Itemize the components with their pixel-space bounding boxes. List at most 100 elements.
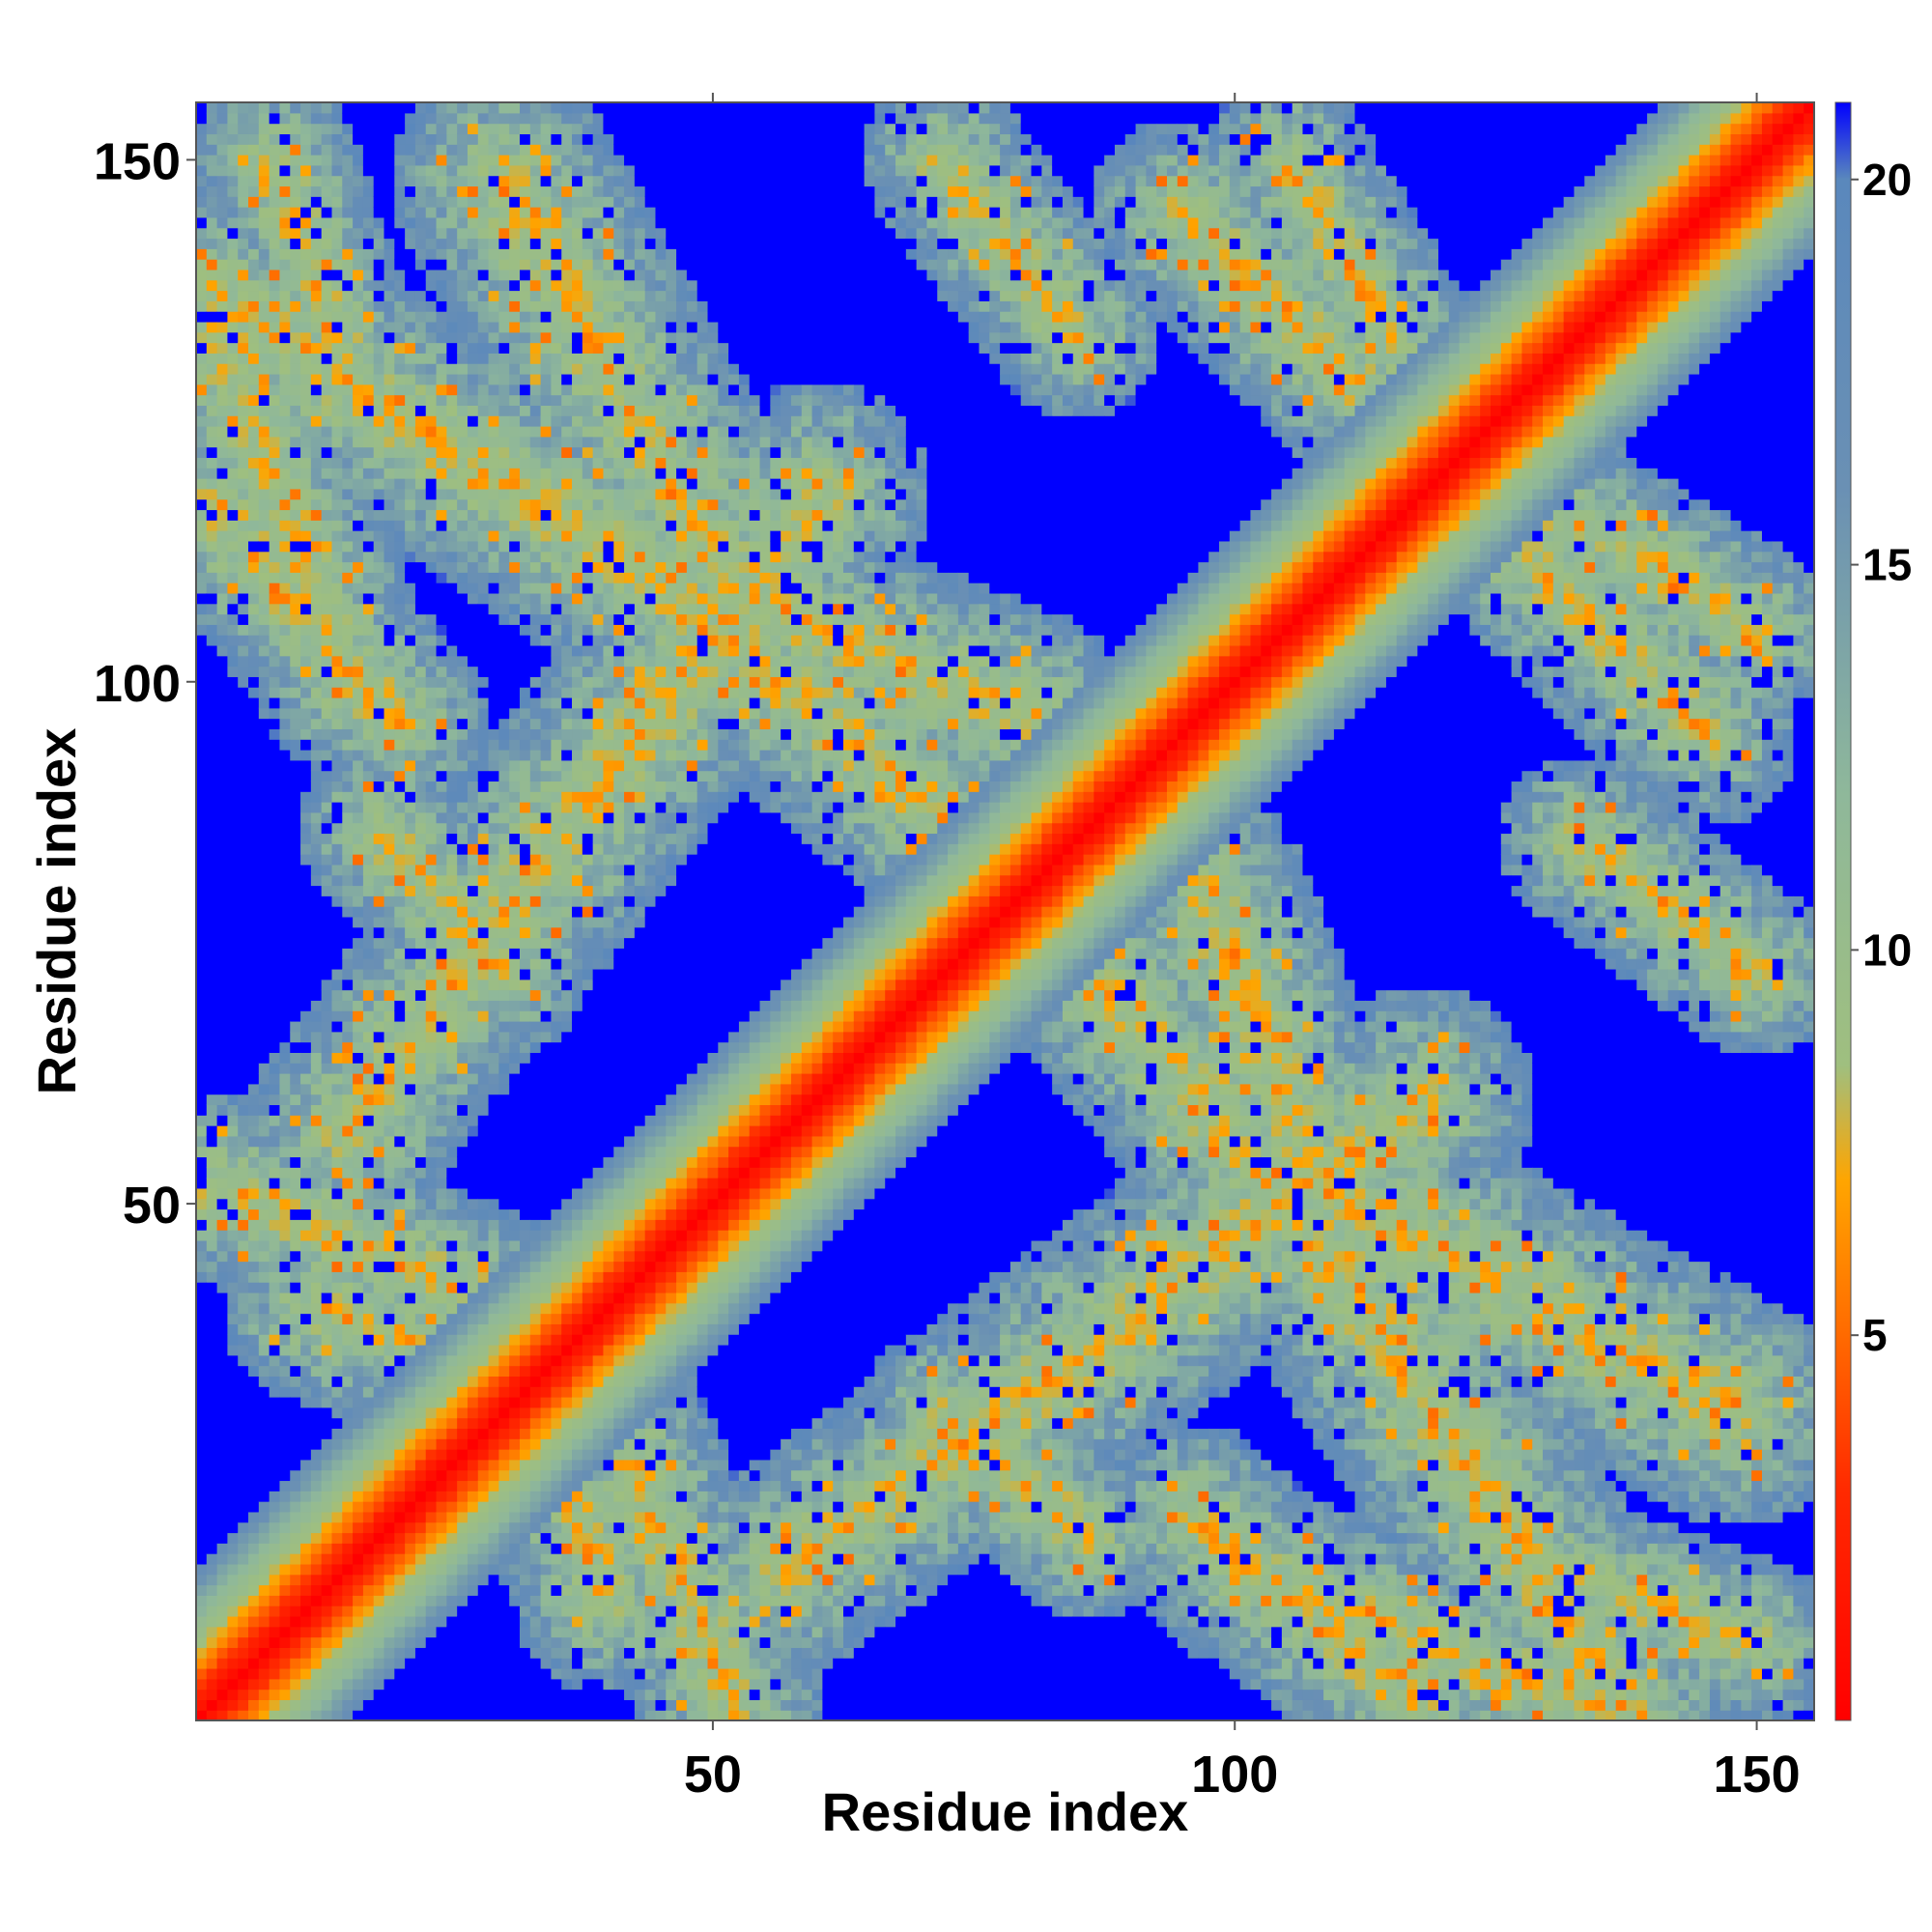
heatmap-cell	[238, 1178, 249, 1189]
heatmap-cell	[248, 311, 260, 323]
heatmap-cell	[477, 1574, 490, 1586]
heatmap-cell	[258, 1020, 270, 1033]
heatmap-cell	[227, 155, 239, 166]
heatmap-cell	[373, 342, 385, 354]
heatmap-cell	[498, 1615, 510, 1628]
heatmap-cell	[457, 592, 469, 605]
heatmap-cell	[290, 1532, 301, 1544]
heatmap-cell	[300, 885, 312, 896]
heatmap-cell	[342, 300, 354, 312]
heatmap-cell	[520, 759, 531, 772]
heatmap-cell	[342, 436, 354, 448]
heatmap-cell	[331, 1553, 343, 1565]
heatmap-cell	[216, 676, 229, 688]
heatmap-cell	[467, 1261, 479, 1272]
heatmap-cell	[269, 592, 281, 605]
heatmap-cell	[446, 728, 458, 740]
heatmap-cell	[414, 750, 427, 761]
heatmap-cell	[394, 1406, 406, 1419]
heatmap-cell	[498, 279, 510, 292]
heatmap-cell	[258, 885, 270, 896]
heatmap-cell	[321, 718, 333, 729]
heatmap-cell	[436, 561, 447, 573]
heatmap-cell	[520, 1397, 531, 1408]
heatmap-cell	[394, 353, 406, 364]
heatmap-cell	[258, 300, 270, 312]
heatmap-cell	[405, 520, 416, 531]
heatmap-cell	[342, 1365, 354, 1377]
heatmap-cell	[227, 478, 239, 490]
heatmap-cell	[300, 1647, 312, 1659]
heatmap-cell	[529, 1501, 542, 1513]
heatmap-cell	[353, 207, 364, 218]
heatmap-cell	[216, 540, 229, 553]
heatmap-cell	[279, 968, 291, 980]
heatmap-cell	[248, 906, 260, 918]
heatmap-cell	[227, 207, 239, 218]
heatmap-cell	[446, 1146, 458, 1158]
heatmap-cell	[457, 1354, 469, 1367]
heatmap-cell	[290, 979, 301, 991]
heatmap-cell	[373, 279, 385, 292]
heatmap-cell	[362, 1094, 375, 1106]
heatmap-cell	[300, 1063, 312, 1074]
heatmap-cell	[436, 457, 447, 469]
heatmap-cell	[488, 207, 499, 218]
heatmap-cell	[216, 353, 229, 364]
heatmap-cell	[227, 321, 239, 333]
heatmap-cell	[498, 123, 510, 135]
heatmap-cell	[373, 739, 385, 751]
heatmap-cell	[258, 1334, 270, 1346]
heatmap-cell	[384, 1178, 395, 1189]
heatmap-cell	[362, 1543, 375, 1554]
heatmap-cell	[362, 123, 375, 135]
heatmap-cell	[310, 833, 323, 844]
heatmap-cell	[279, 373, 291, 385]
heatmap-cell	[457, 551, 469, 563]
heatmap-cell	[196, 1595, 208, 1606]
heatmap-cell	[488, 1491, 499, 1502]
heatmap-cell	[227, 676, 239, 688]
heatmap-cell	[206, 1178, 218, 1189]
heatmap-cell	[310, 269, 323, 281]
heatmap-cell	[414, 1543, 427, 1554]
heatmap-cell	[290, 468, 301, 479]
heatmap-cell	[436, 1428, 447, 1439]
heatmap-cell	[248, 843, 260, 855]
heatmap-cell	[362, 1449, 375, 1461]
heatmap-cell	[477, 321, 490, 333]
heatmap-cell	[457, 572, 469, 583]
heatmap-cell	[258, 811, 270, 824]
heatmap-cell	[238, 1041, 249, 1053]
heatmap-cell	[394, 164, 406, 177]
heatmap-cell	[279, 353, 291, 364]
heatmap-cell	[467, 1626, 479, 1638]
heatmap-cell	[384, 415, 395, 427]
heatmap-cell	[269, 238, 281, 249]
heatmap-cell	[310, 394, 323, 406]
heatmap-cell	[196, 1261, 208, 1272]
heatmap-cell	[238, 259, 249, 270]
heatmap-cell	[300, 520, 312, 531]
heatmap-cell	[248, 1334, 260, 1346]
heatmap-cell	[321, 644, 333, 657]
heatmap-cell	[467, 1553, 479, 1565]
heatmap-cell	[509, 1198, 521, 1210]
heatmap-cell	[488, 300, 499, 312]
heatmap-cell	[425, 739, 438, 751]
heatmap-cell	[436, 468, 447, 479]
heatmap-cell	[216, 530, 229, 542]
heatmap-cell	[384, 979, 395, 991]
heatmap-cell	[310, 1261, 323, 1272]
heatmap-cell	[353, 1386, 364, 1398]
heatmap-cell	[227, 530, 239, 542]
heatmap-cell	[342, 1710, 354, 1721]
heatmap-cell	[269, 561, 281, 573]
heatmap-cell	[498, 1125, 510, 1137]
heatmap-cell	[279, 582, 291, 594]
heatmap-cell	[509, 561, 521, 573]
heatmap-cell	[467, 1417, 479, 1430]
heatmap-cell	[196, 750, 208, 761]
heatmap-cell	[477, 331, 490, 344]
heatmap-cell	[498, 1689, 510, 1700]
